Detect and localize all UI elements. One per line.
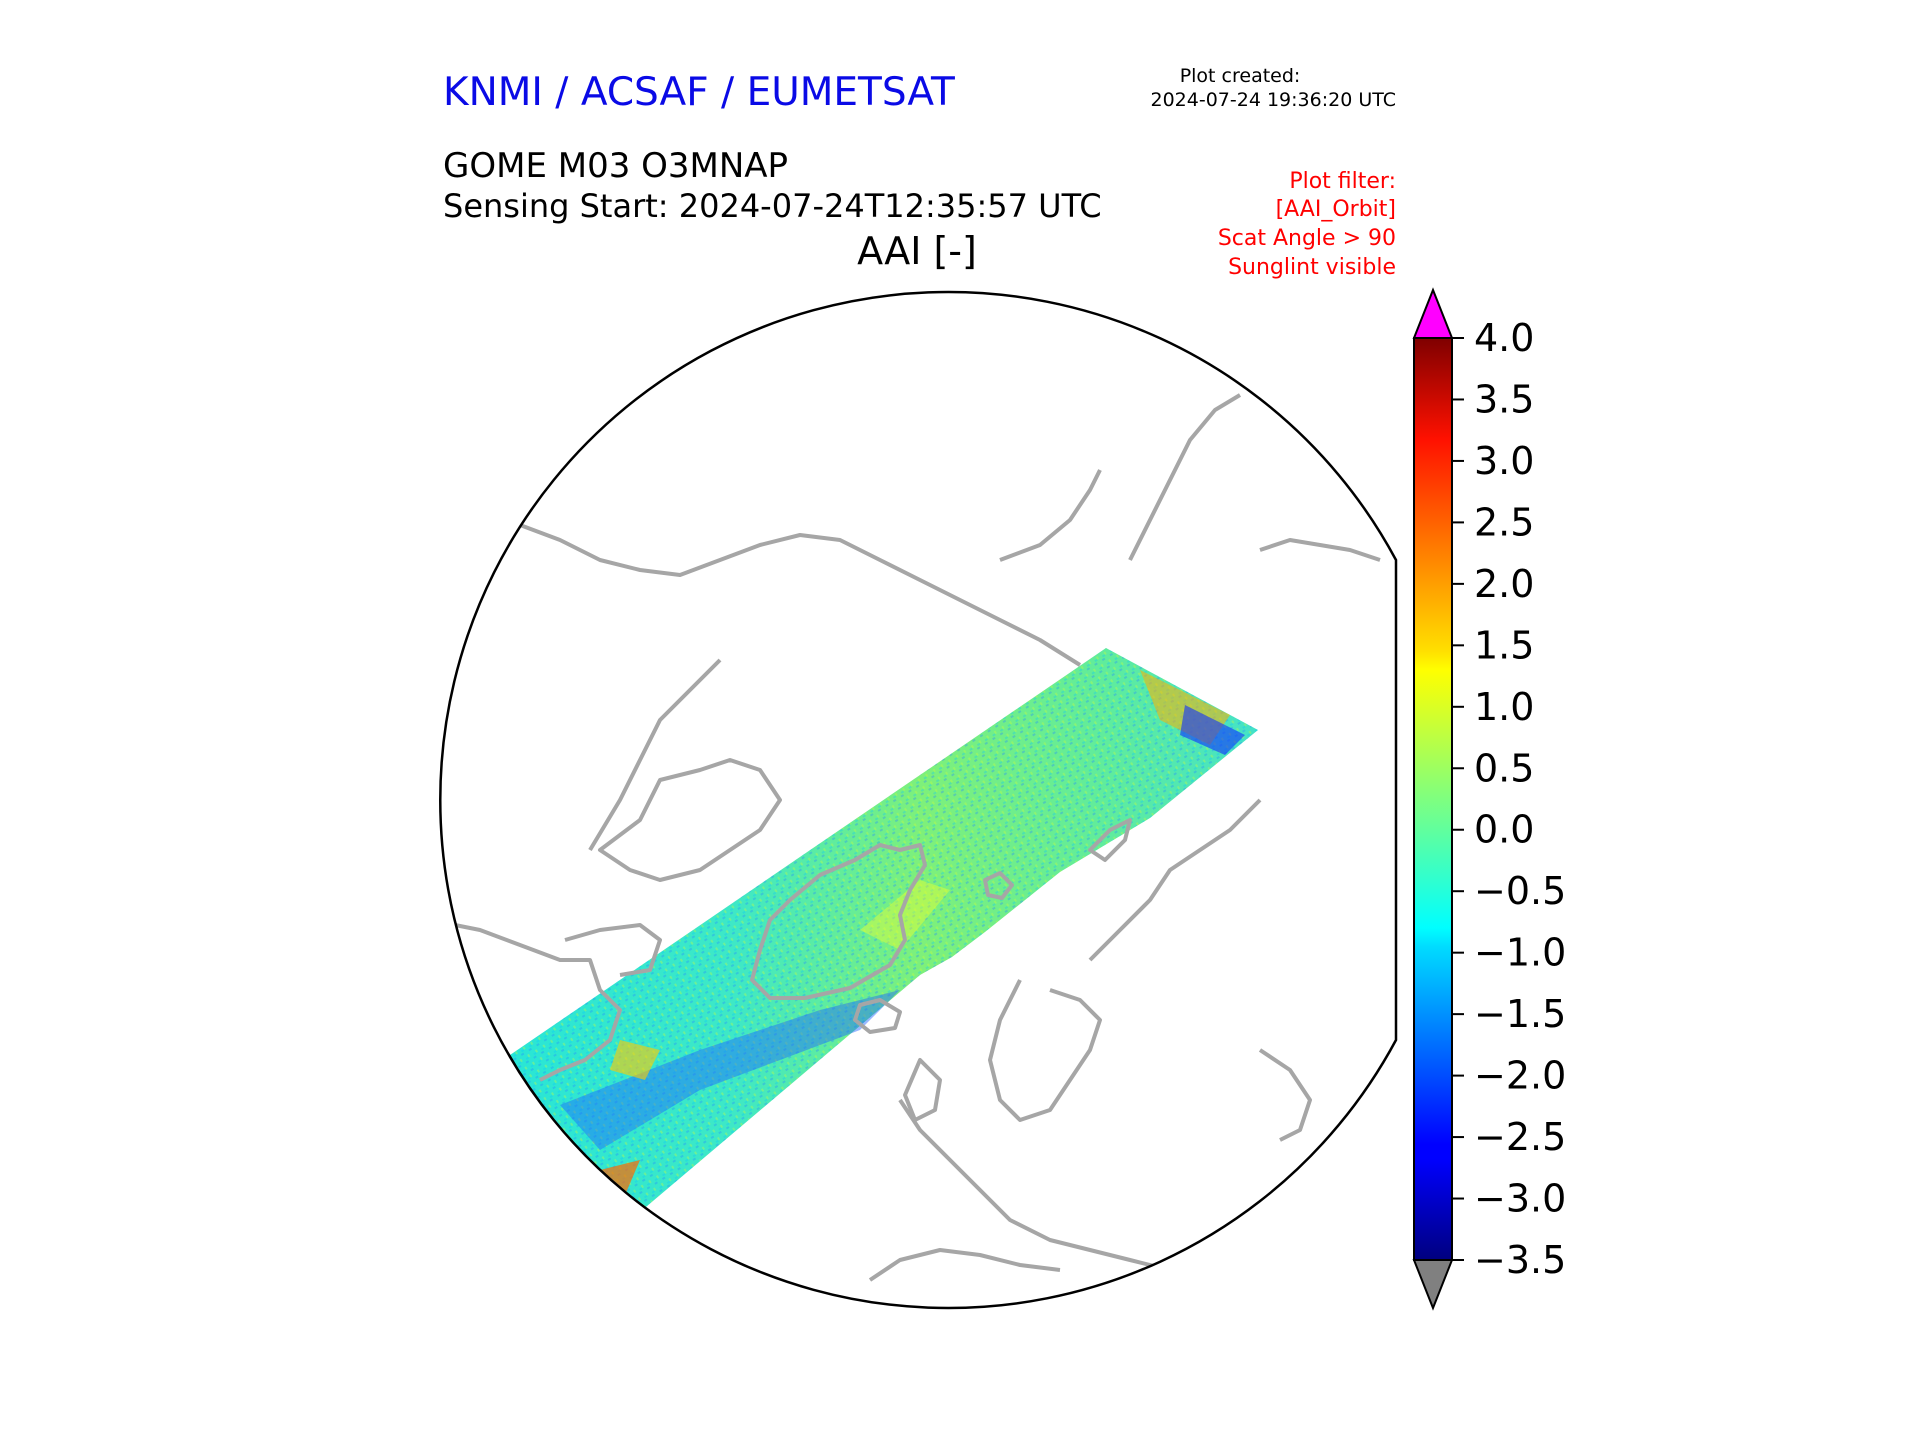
colorbar-tick-label: 1.0 <box>1474 685 1534 729</box>
sensing-start: Sensing Start: 2024-07-24T12:35:57 UTC <box>443 187 1102 225</box>
coastline-british-isles <box>903 1058 942 1122</box>
colorbar-tick-label: 1.5 <box>1474 623 1534 667</box>
colorbar-tick-label: 2.5 <box>1474 500 1534 544</box>
swath-yellow-greenland <box>860 880 950 950</box>
colorbar-over-extension <box>1412 287 1454 339</box>
colorbar-tick-label: 3.5 <box>1474 377 1534 421</box>
plot-created-time: 2024-07-24 19:36:20 UTC <box>1150 89 1397 111</box>
plot-created-label: Plot created: <box>1179 65 1301 87</box>
coastline-east-asia <box>1259 538 1381 562</box>
coastline-siberia <box>519 523 1082 667</box>
coastline-canadian-arctic <box>598 758 782 882</box>
coastline-caspian-region <box>1258 1048 1312 1142</box>
colorbar-tick-label: −2.0 <box>1474 1054 1566 1098</box>
aai-swath <box>510 648 1258 1240</box>
colorbar-tick-label: −3.5 <box>1474 1238 1566 1282</box>
plot-filter-heading: Plot filter: <box>1289 169 1396 194</box>
colorbar-gradient <box>1413 337 1453 1261</box>
coastline-mediterranean <box>868 1248 1061 1282</box>
organization-title: KNMI / ACSAF / EUMETSAT <box>443 70 955 115</box>
coastline-hudson-bay <box>564 923 662 977</box>
plot-filter-name: [AAI_Orbit] <box>1275 197 1396 222</box>
swath-low-patch <box>1180 705 1245 755</box>
coastline-chukotka <box>999 469 1102 562</box>
colorbar-tick-label: −1.0 <box>1474 931 1566 975</box>
colorbar-tick-label: 2.0 <box>1474 562 1534 606</box>
map-content <box>454 393 1381 1282</box>
colorbar-tick-label: −3.0 <box>1474 1177 1566 1221</box>
coastline-north-america <box>454 923 622 1082</box>
swath-lowband-1 <box>560 990 900 1150</box>
swath-high-left <box>610 1040 660 1080</box>
plot-filter-sunglint: Sunglint visible <box>1228 255 1396 280</box>
plot-filter-scat-angle: Scat Angle > 90 <box>1217 226 1396 251</box>
coastline-scandinavia <box>988 979 1102 1122</box>
colorbar: 4.0 3.5 3.0 2.5 2.0 1.5 1.0 0.5 0.0 −0.5 −1.0 −1.5 −… <box>1412 287 1566 1311</box>
coastline-alaska <box>588 658 722 852</box>
colorbar-ticks: 4.0 3.5 3.0 2.5 2.0 1.5 1.0 0.5 0.0 −0.5 −1.0 −1.5 −… <box>1452 316 1566 1282</box>
colorbar-tick-label: 4.0 <box>1474 316 1534 360</box>
colorbar-tick-label: 3.0 <box>1474 439 1534 483</box>
coastline-svalbard <box>983 871 1014 900</box>
coastline-greenland <box>750 843 927 1000</box>
colorbar-under-extension <box>1412 1259 1454 1311</box>
colorbar-tick-label: −2.5 <box>1474 1115 1566 1159</box>
swath-texture <box>510 648 1258 1240</box>
coastline-russia-north <box>1088 798 1262 962</box>
coastline-novaya-zemlya <box>1088 818 1132 862</box>
colorbar-tick-label: −0.5 <box>1474 869 1566 913</box>
map-boundary <box>439 290 1398 1310</box>
coastline-europe <box>898 1098 1171 1272</box>
product-title: GOME M03 O3MNAP <box>443 146 789 186</box>
colorbar-tick-label: −1.5 <box>1474 992 1566 1036</box>
colorbar-tick-label: 0.5 <box>1474 746 1534 790</box>
coastlines <box>454 393 1381 1282</box>
coastline-iceland <box>853 998 902 1034</box>
coastline-kamchatka <box>1128 393 1242 561</box>
variable-title: AAI [-] <box>857 229 977 273</box>
colorbar-tick-label: 0.0 <box>1474 808 1534 852</box>
